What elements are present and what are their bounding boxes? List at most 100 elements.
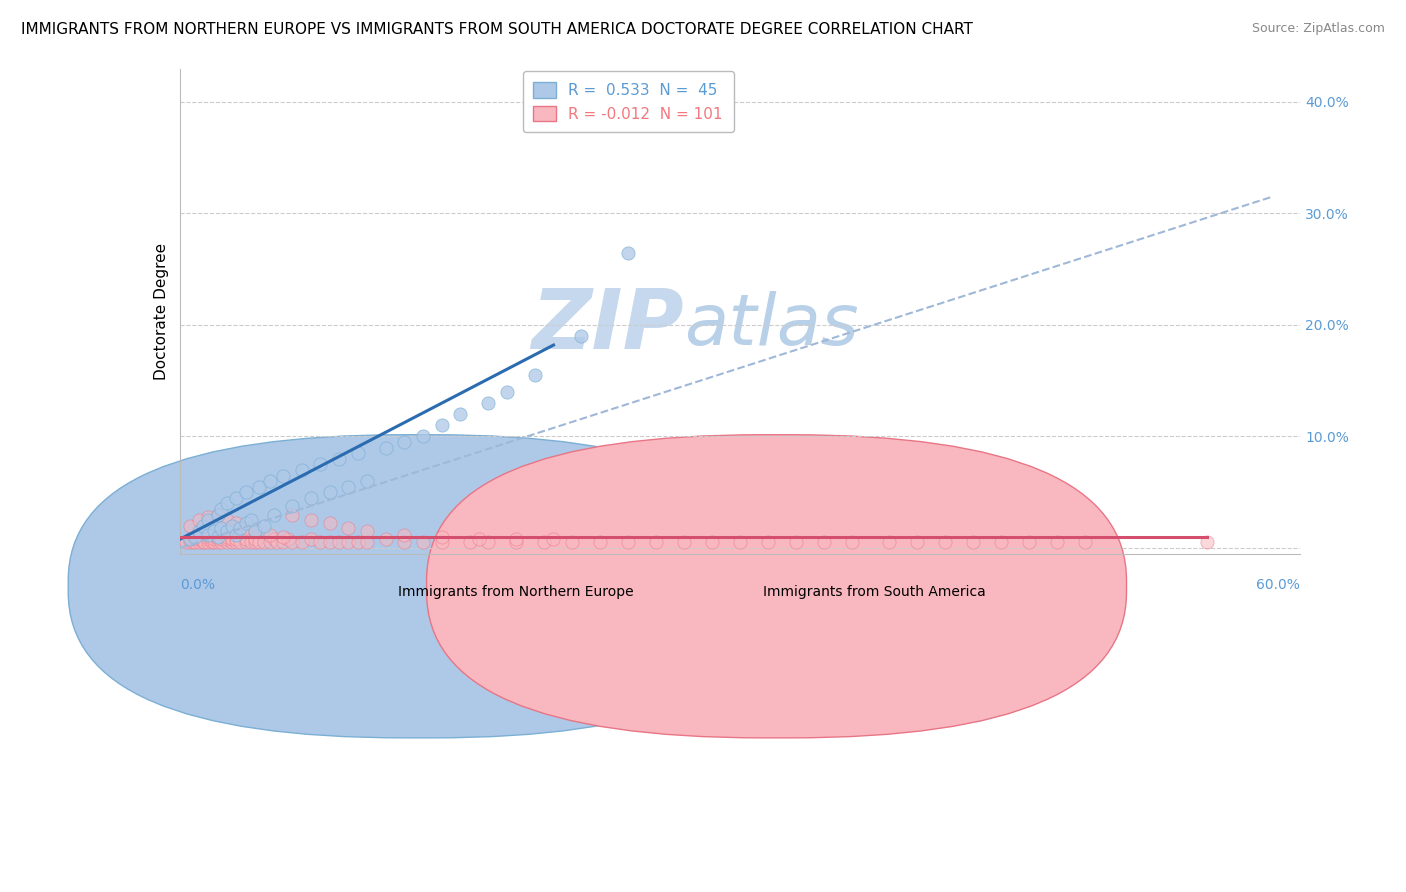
Point: [449, 407, 471, 421]
Point: [318, 535, 340, 549]
Point: [253, 535, 276, 549]
Point: [225, 527, 247, 541]
FancyBboxPatch shape: [426, 434, 1126, 738]
Point: [259, 474, 281, 488]
Point: [412, 535, 434, 549]
Point: [191, 535, 214, 549]
Point: [243, 524, 266, 539]
Text: ZIP: ZIP: [531, 285, 685, 366]
Point: [271, 468, 294, 483]
Point: [215, 513, 238, 527]
Point: [430, 530, 453, 544]
Text: 60.0%: 60.0%: [1256, 578, 1301, 591]
Point: [209, 535, 232, 549]
Point: [243, 535, 266, 549]
Point: [202, 524, 225, 539]
Point: [225, 532, 247, 546]
Point: [187, 524, 209, 539]
Point: [356, 474, 378, 488]
Text: atlas: atlas: [685, 291, 859, 360]
Point: [356, 535, 378, 549]
Point: [240, 535, 263, 549]
Point: [533, 535, 555, 549]
Point: [430, 418, 453, 433]
Point: [187, 532, 209, 546]
Point: [197, 509, 219, 524]
Point: [337, 535, 360, 549]
Text: Immigrants from South America: Immigrants from South America: [763, 585, 986, 599]
Point: [617, 245, 640, 260]
Point: [259, 527, 281, 541]
Point: [253, 518, 276, 533]
Point: [299, 513, 322, 527]
Point: [229, 521, 252, 535]
Point: [495, 384, 517, 399]
Point: [702, 535, 724, 549]
Point: [318, 485, 340, 500]
Point: [243, 532, 266, 546]
Point: [281, 508, 304, 522]
Point: [477, 535, 499, 549]
Point: [235, 532, 257, 546]
Point: [328, 451, 350, 466]
Point: [645, 535, 668, 549]
Point: [221, 535, 243, 549]
Point: [328, 535, 350, 549]
Point: [374, 441, 396, 455]
Point: [756, 535, 779, 549]
Point: [589, 535, 612, 549]
Text: IMMIGRANTS FROM NORTHERN EUROPE VS IMMIGRANTS FROM SOUTH AMERICA DOCTORATE DEGRE: IMMIGRANTS FROM NORTHERN EUROPE VS IMMIG…: [21, 22, 973, 37]
Point: [841, 535, 863, 549]
Text: Source: ZipAtlas.com: Source: ZipAtlas.com: [1251, 22, 1385, 36]
Point: [458, 535, 481, 549]
Point: [271, 535, 294, 549]
Point: [813, 535, 835, 549]
Point: [561, 535, 583, 549]
FancyBboxPatch shape: [69, 434, 768, 738]
Point: [197, 532, 219, 546]
Point: [281, 535, 304, 549]
Point: [187, 535, 209, 549]
Point: [505, 532, 527, 546]
Point: [318, 516, 340, 531]
Point: [277, 532, 299, 546]
Point: [179, 535, 201, 549]
Legend: R =  0.533  N =  45, R = -0.012  N = 101: R = 0.533 N = 45, R = -0.012 N = 101: [523, 71, 734, 132]
Point: [235, 516, 257, 531]
Point: [392, 435, 415, 450]
Text: Immigrants from Northern Europe: Immigrants from Northern Europe: [398, 585, 634, 599]
Point: [309, 458, 332, 472]
Point: [181, 535, 204, 549]
Point: [728, 535, 751, 549]
Point: [1018, 535, 1040, 549]
Point: [290, 463, 312, 477]
Point: [207, 530, 229, 544]
Point: [235, 485, 257, 500]
Point: [412, 429, 434, 443]
Point: [571, 329, 593, 343]
Point: [229, 535, 252, 549]
Point: [374, 532, 396, 546]
Point: [207, 535, 229, 549]
Point: [201, 535, 224, 549]
Point: [673, 535, 696, 549]
Point: [356, 524, 378, 539]
Point: [259, 535, 281, 549]
Point: [785, 535, 807, 549]
Text: 0.0%: 0.0%: [180, 578, 215, 591]
Point: [225, 491, 247, 505]
Point: [179, 518, 201, 533]
Point: [202, 535, 225, 549]
Point: [247, 480, 270, 494]
Point: [197, 513, 219, 527]
Point: [346, 446, 368, 460]
Point: [209, 532, 232, 546]
Point: [468, 532, 491, 546]
Point: [907, 535, 929, 549]
Point: [263, 532, 285, 546]
Point: [1074, 535, 1097, 549]
Point: [271, 530, 294, 544]
Point: [215, 524, 238, 539]
Point: [197, 530, 219, 544]
Point: [1195, 535, 1218, 549]
